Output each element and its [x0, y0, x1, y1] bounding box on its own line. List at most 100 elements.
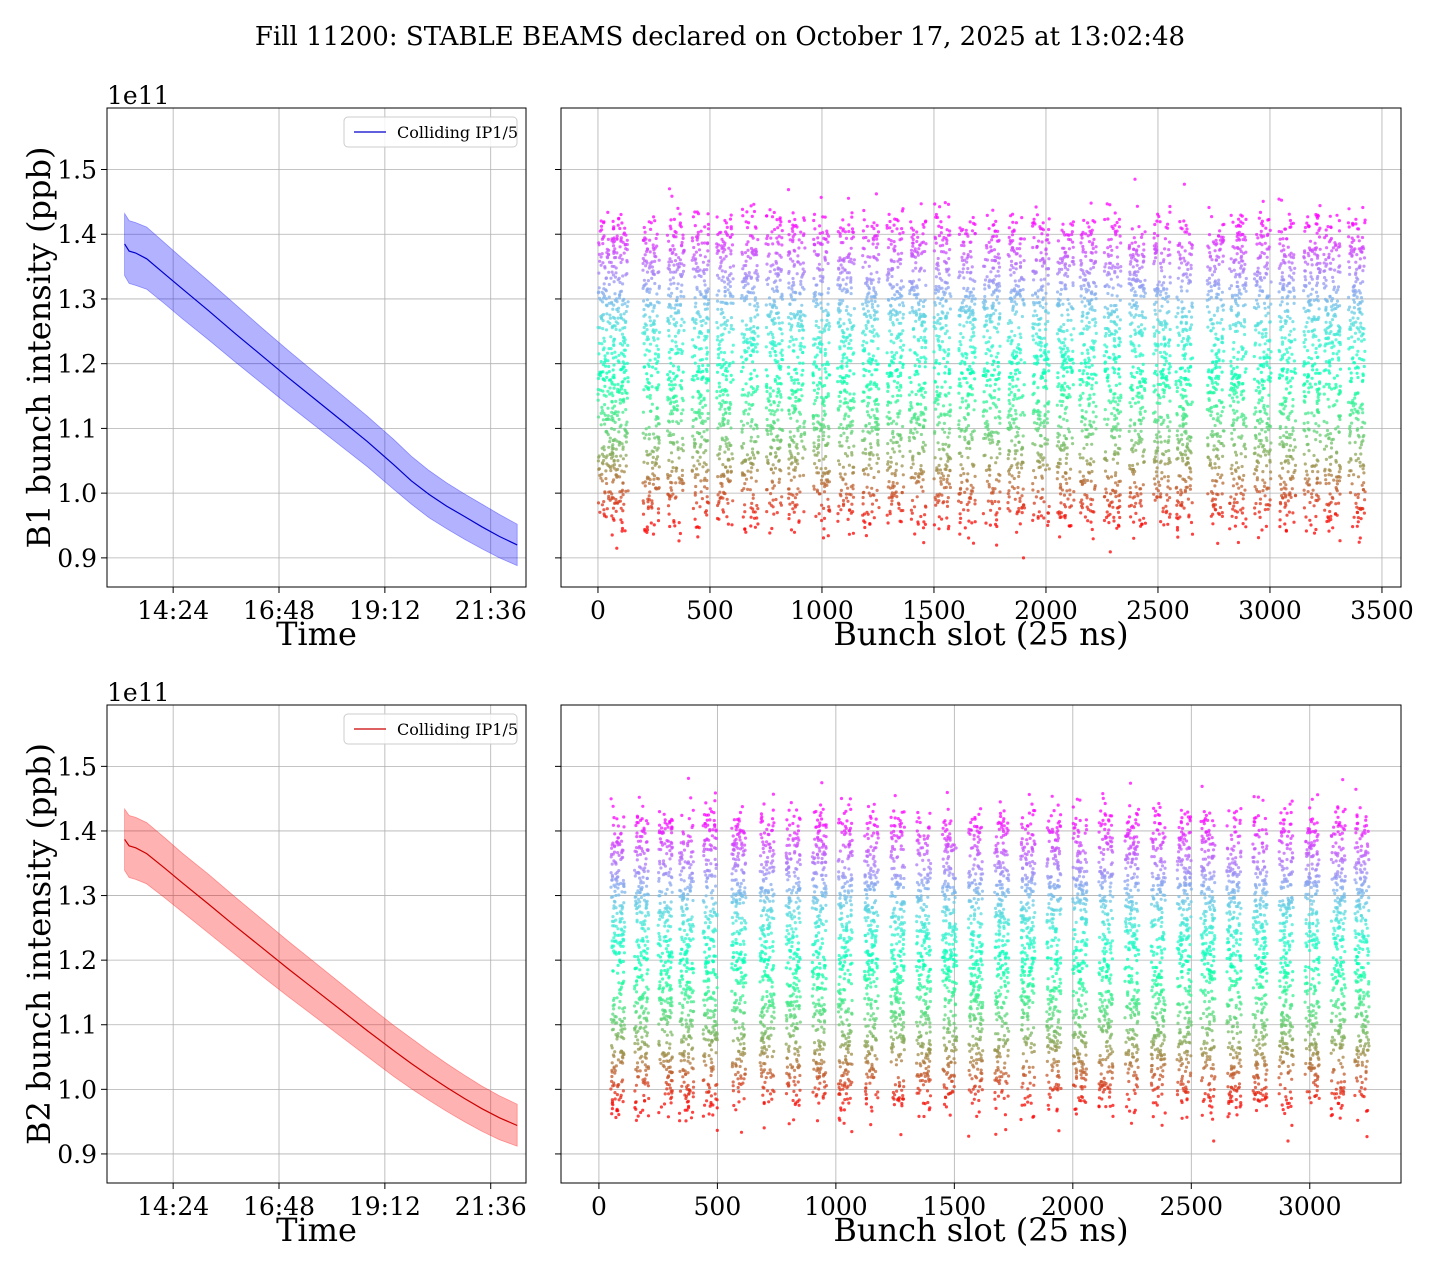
bunch-point: [788, 238, 792, 242]
bunch-point: [598, 370, 602, 374]
bunch-point: [680, 283, 684, 287]
bunch-point: [812, 449, 816, 453]
bunch-point: [786, 188, 791, 192]
bunch-point: [911, 309, 915, 313]
bunch-point: [814, 319, 819, 323]
bunch-point: [607, 347, 611, 351]
bunch-point: [1006, 339, 1010, 343]
bunch-point: [611, 219, 615, 223]
bunch-point: [1087, 382, 1091, 386]
bunch-point: [819, 376, 823, 380]
bunch-point: [773, 377, 777, 382]
bunch-point: [896, 432, 900, 436]
bunch-point: [669, 227, 673, 231]
bunch-point: [699, 319, 703, 323]
bunch-point: [799, 341, 803, 345]
bunch-point: [694, 261, 698, 265]
bunch-point: [877, 280, 881, 284]
bunch-point: [812, 237, 816, 241]
bunch-point: [844, 339, 848, 343]
bunch-point: [1091, 537, 1095, 541]
bunch-point: [744, 220, 748, 224]
bunch-point: [885, 371, 889, 375]
bunch-point: [698, 358, 703, 362]
bunch-point: [801, 267, 805, 271]
bunch-point: [717, 385, 722, 389]
bunch-point: [753, 271, 757, 275]
bunch-point: [918, 299, 923, 303]
bunch-point: [705, 486, 709, 491]
bunch-point: [1040, 496, 1044, 500]
bunch-point: [924, 505, 928, 509]
bunch-point: [891, 441, 895, 445]
bunch-point: [816, 241, 820, 245]
bunch-point: [865, 326, 869, 330]
bunch-point: [1061, 475, 1065, 479]
bunch-point: [705, 513, 709, 517]
bunch-point: [888, 219, 892, 224]
bunch-point: [642, 460, 646, 464]
bunch-point: [647, 290, 652, 294]
bunch-point: [958, 340, 962, 344]
bunch-point: [607, 490, 611, 494]
bunch-point: [940, 340, 945, 344]
bunch-point: [969, 433, 973, 437]
bunch-point: [681, 399, 685, 403]
bunch-point: [919, 464, 923, 468]
bunch-point: [1079, 361, 1083, 365]
bunch-point: [968, 290, 972, 294]
bunch-point: [817, 445, 821, 449]
bunch-point: [650, 449, 654, 453]
bunch-point: [984, 468, 989, 472]
bunch-point: [969, 367, 973, 371]
bunch-point: [1065, 452, 1069, 456]
bunch-point: [670, 383, 675, 387]
bunch-point: [890, 274, 894, 279]
bunch-point: [847, 252, 852, 256]
bunch-point: [792, 343, 796, 347]
bunch-point: [775, 236, 779, 240]
bunch-point: [621, 398, 626, 402]
bunch-point: [842, 344, 847, 348]
bunch-point: [621, 493, 625, 497]
bunch-point: [997, 500, 1001, 504]
bunch-point: [793, 298, 797, 302]
bunch-point: [771, 335, 775, 340]
bunch-point: [838, 271, 843, 275]
bunch-point: [862, 329, 866, 333]
b1-slot-grid: [561, 108, 1401, 587]
bunch-point: [827, 505, 831, 509]
bunch-point: [1089, 457, 1093, 461]
bunch-point: [716, 493, 720, 497]
bunch-point: [844, 236, 849, 240]
bunch-point: [827, 341, 831, 345]
bunch-point: [677, 456, 681, 460]
bunch-point: [1032, 513, 1036, 517]
bunch-point: [934, 361, 938, 365]
bunch-point: [771, 347, 775, 351]
bunch-point: [725, 369, 730, 373]
bunch-point: [693, 275, 697, 279]
bunch-point: [699, 490, 703, 494]
bunch-point: [1006, 457, 1010, 461]
bunch-point: [947, 443, 951, 447]
bunch-point: [901, 424, 905, 429]
bunch-point: [690, 469, 694, 473]
bunch-point: [605, 507, 609, 511]
bunch-point: [777, 400, 782, 404]
bunch-point: [657, 286, 661, 290]
bunch-point: [872, 475, 876, 480]
bunch-point: [943, 371, 947, 375]
bunch-point: [601, 418, 606, 422]
bunch-point: [968, 446, 972, 451]
bunch-point: [1036, 289, 1040, 293]
bunch-point: [803, 419, 807, 423]
bunch-point: [901, 316, 905, 320]
bunch-point: [623, 338, 627, 342]
bunch-point: [1018, 254, 1022, 258]
bunch-point: [669, 314, 673, 318]
bunch-point: [742, 441, 746, 446]
bunch-point: [651, 269, 655, 273]
bunch-point: [619, 454, 623, 458]
bunch-point: [991, 401, 995, 405]
